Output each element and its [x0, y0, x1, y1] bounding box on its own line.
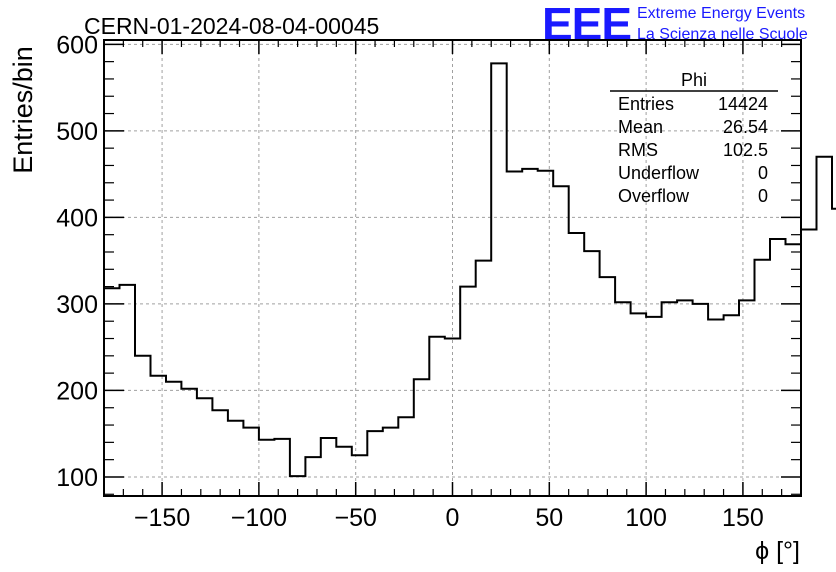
y-tick-label: 400: [56, 204, 98, 232]
x-axis-label: ϕ [°]: [755, 537, 800, 565]
histogram-series-line: [104, 62, 836, 478]
x-tick-label: −150: [134, 504, 190, 532]
x-tick-label: 100: [625, 504, 667, 532]
x-tick-label: −100: [231, 504, 287, 532]
logo-line-2: La Scienza nelle Scuole: [637, 26, 808, 43]
y-axis-label: Entries/bin: [8, 46, 38, 174]
grid-lines: [104, 40, 801, 496]
stats-title: Phi: [681, 70, 707, 90]
eee-logo: EEE Extreme Energy Events La Scienza nel…: [542, 0, 808, 50]
y-tick-label: 300: [56, 291, 98, 319]
stats-label: Underflow: [618, 163, 700, 183]
stats-label: Overflow: [618, 186, 690, 206]
logo-mark: EEE: [542, 0, 631, 50]
stats-label: Mean: [618, 117, 663, 137]
x-tick-label: 0: [446, 504, 460, 532]
y-tick-label: 600: [56, 31, 98, 59]
x-tick-label: 50: [535, 504, 563, 532]
stats-value: 102.5: [723, 140, 768, 160]
x-tick-label: 150: [722, 504, 764, 532]
plot-frame: [103, 39, 802, 497]
y-tick-label: 100: [56, 464, 98, 492]
logo-line-1: Extreme Energy Events: [637, 5, 805, 22]
tick-labels: −150 −100 −50 0 50 100 150 100 200 300 400 500 600: [56, 31, 763, 532]
axis-ticks: [103, 40, 802, 496]
stats-label: Entries: [618, 94, 674, 114]
stats-value: 26.54: [723, 117, 768, 137]
stats-box: Phi Entries 14424 Mean 26.54 RMS 102.5 Underfl…: [610, 70, 778, 206]
stats-value: 0: [758, 163, 768, 183]
stats-label: RMS: [618, 140, 658, 160]
stats-value: 14424: [718, 94, 768, 114]
y-tick-label: 500: [56, 118, 98, 146]
stats-value: 0: [758, 186, 768, 206]
x-tick-label: −50: [334, 504, 376, 532]
chart-title: CERN-01-2024-08-04-00045: [84, 13, 379, 39]
y-tick-label: 200: [56, 377, 98, 405]
